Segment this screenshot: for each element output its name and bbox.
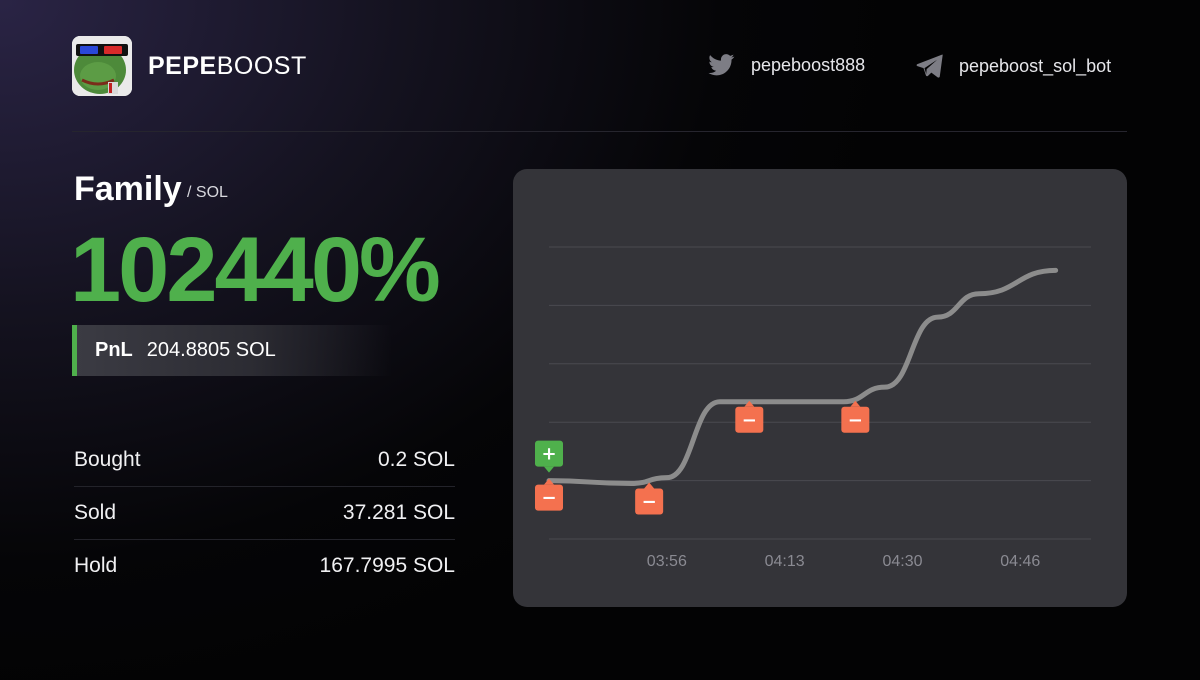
price-line [546, 267, 1059, 487]
marker-symbol: − [742, 410, 757, 431]
stat-value: 37.281 SOL [342, 501, 455, 524]
header-divider [72, 131, 1127, 132]
pepe-frog-3d-glasses-icon [72, 36, 132, 96]
brand-name-regular: BOOST [216, 52, 307, 80]
pnl-label: PnL [95, 339, 133, 361]
stat-row-sold: Sold 37.281 SOL [74, 487, 455, 540]
telegram-plane-icon [916, 54, 943, 78]
twitter-bird-icon [708, 54, 735, 76]
stat-label: Hold [74, 554, 118, 577]
marker-symbol: + [541, 444, 556, 465]
x-tick-label: 04:13 [765, 553, 805, 570]
pnl-percent: 102440% [70, 219, 441, 321]
telegram-handle: pepeboost_sol_bot [959, 55, 1112, 76]
stats-table: Bought 0.2 SOL Sold 37.281 SOL Hold 167.… [74, 434, 455, 592]
x-tick-label: 03:56 [647, 553, 687, 570]
marker-pointer [544, 466, 554, 473]
stat-value: 167.7995 SOL [319, 554, 455, 577]
marker-symbol: − [642, 492, 657, 513]
twitter-link[interactable]: pepeboost888 [708, 54, 865, 76]
marker-box [535, 484, 563, 511]
stat-row-hold: Hold 167.7995 SOL [74, 540, 455, 592]
x-tick-label: 04:46 [1000, 553, 1040, 570]
sell-marker: − [735, 400, 764, 433]
marker-box [735, 406, 764, 433]
stat-label: Bought [74, 448, 141, 471]
sell-marker: − [841, 400, 870, 433]
marker-box [841, 406, 870, 433]
brand-name: PEPEBOOST [148, 52, 307, 81]
marker-pointer [544, 478, 554, 485]
marker-symbol: − [541, 488, 556, 509]
telegram-link[interactable]: pepeboost_sol_bot [916, 54, 1111, 78]
pnl-bar: PnL 204.8805 SOL [72, 325, 392, 376]
price-chart: 03:56 04:13 04:30 04:46 + − − − − [513, 169, 1127, 607]
stat-label: Sold [74, 501, 117, 524]
x-tick-label: 04:30 [882, 553, 922, 570]
pnl-value: 204.8805 SOL [146, 339, 276, 361]
marker-pointer [850, 400, 861, 407]
stat-row-bought: Bought 0.2 SOL [74, 434, 455, 487]
buy-marker: + [535, 440, 563, 473]
marker-symbol: − [848, 410, 863, 431]
stat-value: 0.2 SOL [377, 448, 455, 471]
price-chart-svg: 03:56 04:13 04:30 04:46 + − − − − [535, 246, 1091, 570]
marker-pointer [644, 482, 655, 489]
sell-marker: − [635, 482, 664, 515]
marker-box [635, 488, 664, 515]
twitter-handle: pepeboost888 [751, 54, 866, 75]
sell-marker: − [535, 478, 563, 511]
marker-pointer [744, 400, 755, 407]
marker-box [535, 440, 563, 467]
token-quote: / SOL [187, 184, 228, 201]
token-name: Family [74, 170, 182, 208]
brand-name-bold: PEPE [148, 52, 217, 80]
